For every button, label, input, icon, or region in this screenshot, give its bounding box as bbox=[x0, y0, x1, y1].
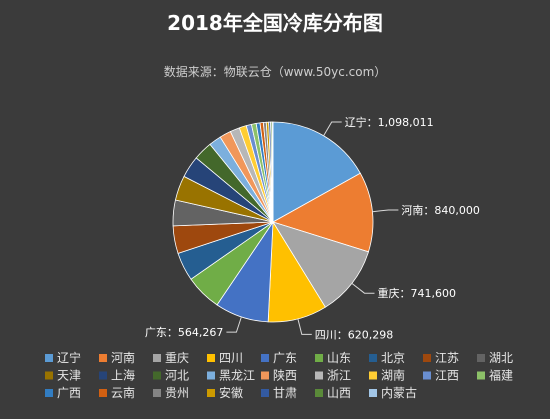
legend-label-5: 广东 bbox=[273, 351, 297, 365]
legend-swatch-6 bbox=[315, 354, 323, 362]
leader-line-4 bbox=[297, 318, 312, 335]
legend-swatch-12 bbox=[153, 371, 161, 380]
legend-swatch-17 bbox=[423, 371, 431, 380]
legend-swatch-14 bbox=[261, 371, 269, 380]
leader-line-2 bbox=[372, 209, 399, 213]
legend-swatch-4 bbox=[207, 354, 215, 362]
legend-label-14: 陕西 bbox=[273, 368, 297, 383]
legend-swatch-21 bbox=[153, 389, 161, 397]
legend-label-10: 天津 bbox=[57, 369, 81, 383]
pie-slice-1 bbox=[272, 121, 361, 223]
pie-slices bbox=[172, 121, 374, 323]
data-label-3: 重庆：741,600 bbox=[378, 286, 457, 300]
legend-label-8: 江苏 bbox=[435, 351, 459, 365]
legend-swatch-25 bbox=[369, 389, 377, 397]
data-label-5: 广东：564,267 bbox=[145, 326, 224, 339]
leader-line-5 bbox=[226, 316, 242, 333]
legend-swatch-13 bbox=[207, 371, 215, 380]
data-labels: 辽宁：1,098,011 河南：840,000 重庆：741,600 四川：620,2… bbox=[145, 115, 480, 341]
data-label-4: 四川：620,298 bbox=[315, 328, 394, 341]
legend-swatch-19 bbox=[45, 389, 53, 397]
pie-slice-3 bbox=[272, 221, 369, 308]
legend-swatch-2 bbox=[99, 354, 107, 362]
legend-label-19: 广西 bbox=[57, 386, 81, 400]
legend-swatch-11 bbox=[99, 371, 107, 380]
legend-label-20: 云南 bbox=[111, 385, 135, 400]
legend-swatch-20 bbox=[99, 389, 107, 397]
legend-swatch-23 bbox=[261, 389, 269, 397]
legend-label-11: 上海 bbox=[111, 368, 135, 383]
legend-swatch-24 bbox=[315, 389, 323, 397]
legend-swatch-9 bbox=[477, 354, 485, 362]
chart-subtitle: 数据来源：物联云仓（www.50yc.com） bbox=[164, 64, 387, 79]
legend-swatch-15 bbox=[315, 371, 323, 380]
legend-label-17: 江西 bbox=[435, 369, 459, 383]
leader-line-3 bbox=[351, 283, 375, 294]
legend-swatch-3 bbox=[153, 354, 161, 362]
legend-swatch-1 bbox=[45, 354, 53, 362]
legend-label-25: 内蒙古 bbox=[381, 385, 417, 400]
legend-label-4: 四川 bbox=[219, 351, 243, 365]
legend-label-12: 河北 bbox=[165, 369, 189, 383]
legend-label-22: 安徽 bbox=[219, 385, 243, 400]
legend-label-16: 湖南 bbox=[381, 368, 405, 383]
legend-label-3: 重庆 bbox=[165, 351, 189, 365]
legend-label-13: 黑龙江 bbox=[219, 369, 255, 383]
legend-label-1: 辽宁 bbox=[57, 350, 81, 365]
legend-swatch-7 bbox=[369, 354, 377, 362]
legend-swatch-16 bbox=[369, 371, 377, 380]
legend-swatch-8 bbox=[423, 354, 431, 362]
legend-swatch-18 bbox=[477, 371, 485, 380]
legend-swatch-10 bbox=[45, 371, 53, 380]
legend-label-21: 贵州 bbox=[165, 386, 189, 400]
legend-label-15: 浙江 bbox=[327, 369, 351, 383]
legend-label-2: 河南 bbox=[111, 350, 135, 365]
legend-label-7: 北京 bbox=[381, 351, 405, 365]
legend-label-18: 福建 bbox=[489, 368, 513, 383]
legend-swatch-22 bbox=[207, 389, 215, 397]
data-label-1: 辽宁：1,098,011 bbox=[345, 115, 434, 129]
legend-swatch-5 bbox=[261, 354, 269, 362]
pie-slice-25 bbox=[271, 121, 274, 223]
legend-label-24: 山西 bbox=[327, 386, 351, 400]
legend-label-6: 山东 bbox=[327, 351, 351, 365]
chart-title: 2018年全国冷库分布图 bbox=[167, 11, 383, 35]
legend-label-9: 湖北 bbox=[489, 350, 513, 365]
legend-label-23: 甘肃 bbox=[273, 386, 297, 400]
data-label-2: 河南：840,000 bbox=[401, 204, 480, 217]
leader-line-1 bbox=[323, 121, 342, 137]
pie-slice-2 bbox=[271, 172, 374, 253]
